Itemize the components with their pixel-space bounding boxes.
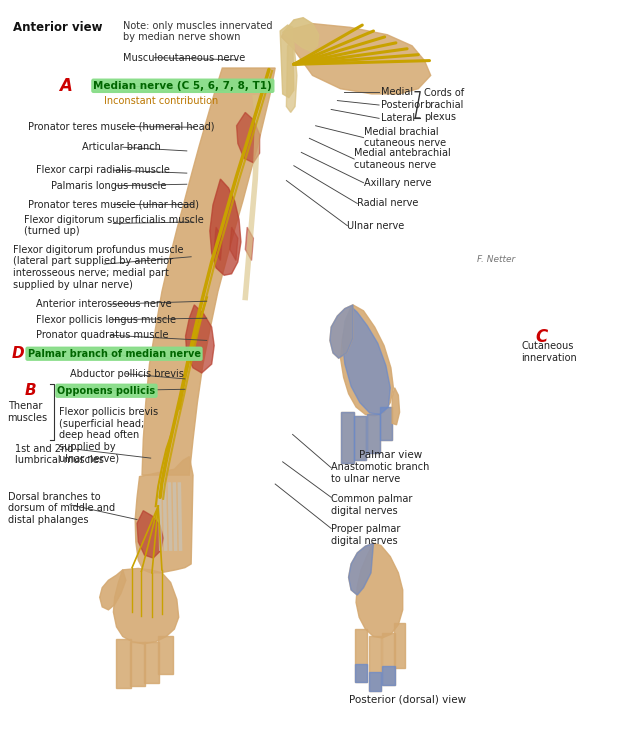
Polygon shape <box>341 412 354 463</box>
Text: Dorsal branches to
dorsum of middle and
distal phalanges: Dorsal branches to dorsum of middle and … <box>8 492 115 525</box>
Polygon shape <box>392 388 399 425</box>
Polygon shape <box>349 543 374 595</box>
Text: Cutaneous
innervation: Cutaneous innervation <box>522 342 578 363</box>
Text: Radial nerve: Radial nerve <box>357 198 419 209</box>
Text: Pronator quadratus muscle: Pronator quadratus muscle <box>36 330 168 340</box>
Polygon shape <box>144 643 159 683</box>
Text: Palmaris longus muscle: Palmaris longus muscle <box>51 181 166 191</box>
Text: Inconstant contribution: Inconstant contribution <box>104 96 218 106</box>
Text: Thenar
muscles: Thenar muscles <box>8 401 48 423</box>
Text: Note: only muscles innervated
by median nerve shown: Note: only muscles innervated by median … <box>122 21 272 42</box>
Polygon shape <box>113 568 179 644</box>
Text: Common palmar
digital nerves: Common palmar digital nerves <box>331 494 412 516</box>
Polygon shape <box>349 543 374 595</box>
Polygon shape <box>341 412 354 463</box>
Text: Posterior: Posterior <box>381 100 424 110</box>
Text: Cords of
brachial
plexus: Cords of brachial plexus <box>424 88 464 122</box>
Polygon shape <box>394 623 405 668</box>
Polygon shape <box>286 42 297 112</box>
Text: Posterior (dorsal) view: Posterior (dorsal) view <box>349 695 466 704</box>
Polygon shape <box>186 305 214 373</box>
Polygon shape <box>368 415 380 453</box>
Text: 1st and 2nd
lumbrical muscles: 1st and 2nd lumbrical muscles <box>15 444 104 465</box>
Text: Flexor carpi radialis muscle: Flexor carpi radialis muscle <box>36 165 169 175</box>
Polygon shape <box>330 305 353 358</box>
Polygon shape <box>245 227 253 261</box>
Text: Lateral: Lateral <box>381 114 415 123</box>
Polygon shape <box>158 637 173 673</box>
Text: Medial antebrachial
cutaneous nerve: Medial antebrachial cutaneous nerve <box>354 149 451 170</box>
Text: Anterior view: Anterior view <box>12 21 102 33</box>
Polygon shape <box>100 570 126 610</box>
Polygon shape <box>129 642 144 686</box>
Text: Anterior interosseous nerve: Anterior interosseous nerve <box>36 299 171 309</box>
Polygon shape <box>214 227 222 261</box>
Polygon shape <box>354 416 366 461</box>
Polygon shape <box>330 305 353 358</box>
Text: Musculocutaneous nerve: Musculocutaneous nerve <box>122 53 245 62</box>
Text: D: D <box>11 346 24 361</box>
Polygon shape <box>380 407 392 440</box>
Text: Ulnar nerve: Ulnar nerve <box>348 221 404 230</box>
Polygon shape <box>382 633 394 684</box>
Polygon shape <box>342 306 390 415</box>
Polygon shape <box>369 636 381 691</box>
Text: Pronator teres muscle (ulnar head): Pronator teres muscle (ulnar head) <box>28 199 199 210</box>
Text: Median nerve (C 5, 6, 7, 8, T1): Median nerve (C 5, 6, 7, 8, T1) <box>94 81 272 91</box>
Polygon shape <box>341 305 393 416</box>
Text: C: C <box>535 328 548 346</box>
Text: Anastomotic branch
to ulnar nerve: Anastomotic branch to ulnar nerve <box>331 462 429 484</box>
Polygon shape <box>356 543 402 638</box>
Polygon shape <box>354 416 366 461</box>
Polygon shape <box>282 18 319 52</box>
Text: Flexor digitorum profundus muscle
(lateral part supplied by anterior
interosseou: Flexor digitorum profundus muscle (later… <box>12 244 183 290</box>
Text: Axillary nerve: Axillary nerve <box>364 178 431 188</box>
Polygon shape <box>355 629 367 682</box>
Polygon shape <box>142 68 275 475</box>
Polygon shape <box>355 663 367 682</box>
Text: Flexor pollicis brevis
(superficial head;
deep head often
supplied by
ulnar nerv: Flexor pollicis brevis (superficial head… <box>59 407 158 464</box>
Text: Medial: Medial <box>381 87 413 97</box>
Text: B: B <box>25 383 37 398</box>
Polygon shape <box>230 227 238 261</box>
Text: Proper palmar
digital nerves: Proper palmar digital nerves <box>331 525 401 546</box>
Text: Flexor digitorum superficialis muscle
(turned up): Flexor digitorum superficialis muscle (t… <box>24 215 204 236</box>
Text: Flexor pollicis longus muscle: Flexor pollicis longus muscle <box>36 315 176 325</box>
Polygon shape <box>382 666 394 684</box>
Text: A: A <box>59 77 71 95</box>
Polygon shape <box>210 179 241 275</box>
Polygon shape <box>380 407 392 440</box>
Polygon shape <box>137 510 163 558</box>
Text: Pronator teres muscle (humeral head): Pronator teres muscle (humeral head) <box>28 122 214 132</box>
Text: F. Netter: F. Netter <box>478 256 516 265</box>
Text: Palmar view: Palmar view <box>359 450 423 460</box>
Text: Palmar branch of median nerve: Palmar branch of median nerve <box>28 348 201 359</box>
Text: Abductor pollicis brevis: Abductor pollicis brevis <box>70 369 184 379</box>
Polygon shape <box>280 25 294 97</box>
Polygon shape <box>281 24 431 94</box>
Polygon shape <box>116 640 131 687</box>
Polygon shape <box>237 112 259 163</box>
Text: Opponens pollicis: Opponens pollicis <box>58 386 156 396</box>
Text: Medial brachial
cutaneous nerve: Medial brachial cutaneous nerve <box>364 127 446 149</box>
Polygon shape <box>369 672 381 691</box>
Text: Articular branch: Articular branch <box>82 142 161 152</box>
Polygon shape <box>368 415 380 453</box>
Polygon shape <box>135 457 193 573</box>
